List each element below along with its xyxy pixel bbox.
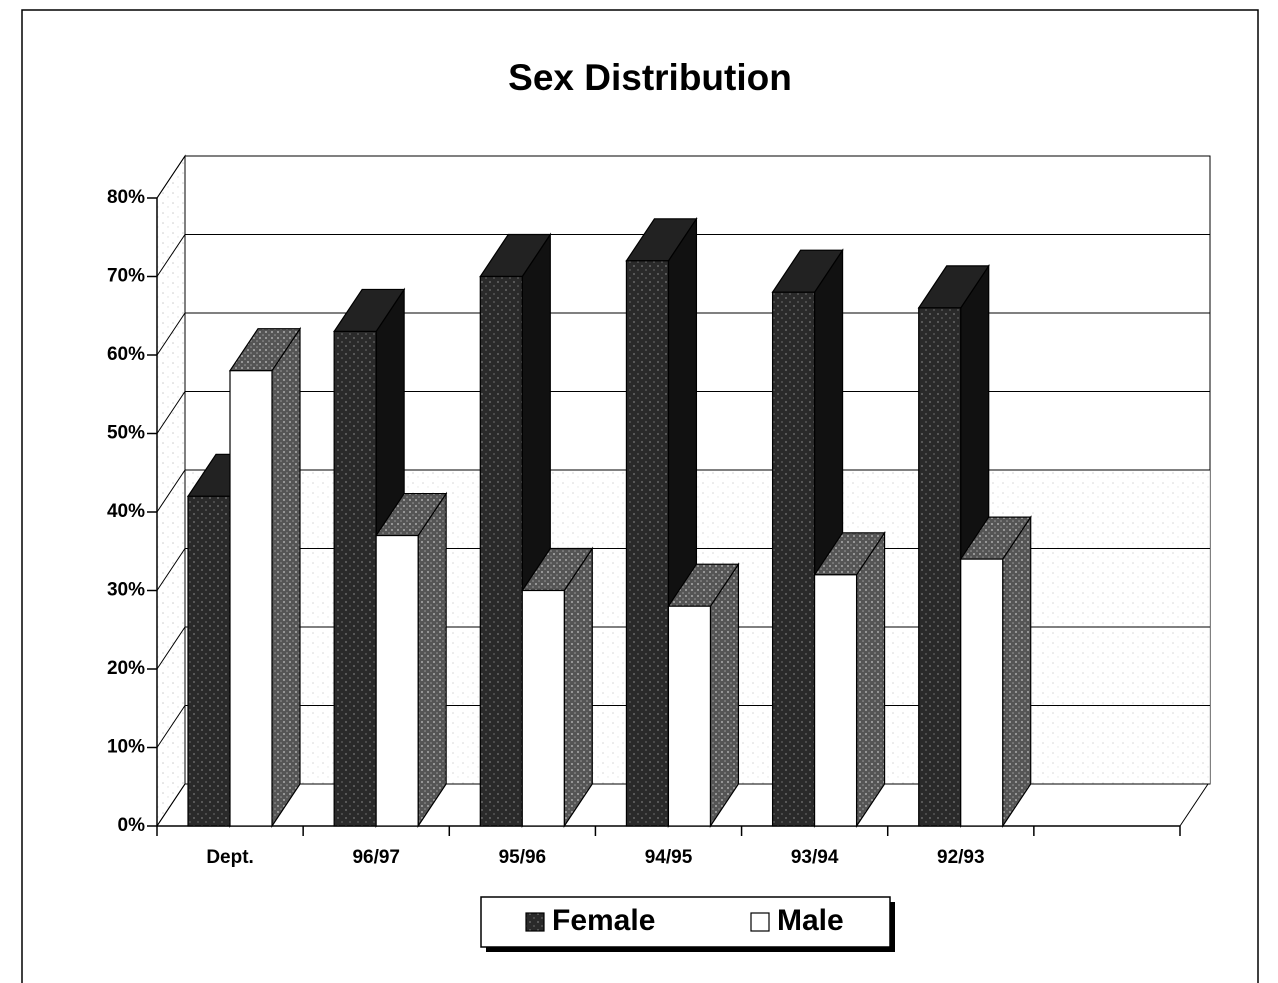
y-tick-label: 70% [107,266,145,287]
legend-label: Female [552,904,655,937]
x-tick-label: 94/95 [645,847,693,868]
x-tick-label: 96/97 [352,847,400,868]
x-tick-label: 92/93 [937,847,985,868]
y-tick-label: 0% [118,815,146,836]
bar [918,307,962,827]
bar [187,495,231,827]
y-tick-label: 60% [107,344,145,365]
y-tick-label: 50% [107,423,145,444]
y-tick-label: 30% [107,580,145,601]
legend: Female Male [480,896,895,952]
bar [333,330,377,827]
legend-swatch [525,912,545,932]
plot-area: 0% 10% 20% 30% 40% 50% 60% 70% 80% Dept. 96/97 95/9… [107,154,1211,868]
legend-label: Male [777,904,844,937]
bar-side [417,491,447,828]
bar [229,370,273,827]
bar [813,574,858,827]
y-tick-label: 40% [107,501,145,522]
grid-line [156,234,1210,277]
bar [521,589,565,827]
bar [667,605,712,827]
grid-line [156,312,1210,356]
frame [21,9,1259,983]
bar-side [563,546,593,828]
grid-line [156,469,1210,513]
chart-title: Sex Distribution [508,57,792,98]
y-tick-label: 20% [107,658,145,679]
y-tick-label: 10% [107,737,145,758]
grid-line [156,155,1210,199]
x-tick-label: 95/96 [499,847,547,868]
bar-side [855,530,886,828]
bar [479,275,523,827]
bar-side [271,326,301,828]
x-tick-label: 93/94 [791,847,839,868]
legend-swatch [750,912,770,932]
x-tick-label: Dept. [206,847,254,868]
bar [960,558,1004,827]
bar-side [709,562,740,828]
bar [625,260,670,827]
bar-side [1002,515,1032,828]
grid-line [156,391,1210,434]
bar [771,291,816,827]
bar [375,534,419,827]
legend-box [480,896,891,948]
y-tick-label: 80% [107,187,145,208]
